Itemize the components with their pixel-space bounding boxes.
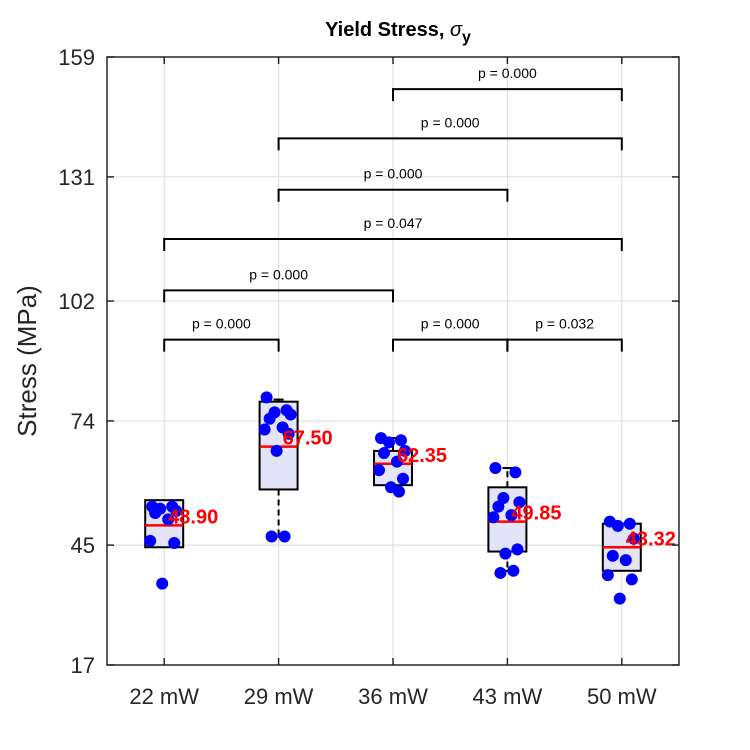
- data-point-36-mw-7: [373, 464, 385, 477]
- median-label-29-mw: 67.50: [283, 428, 333, 450]
- significance-bracket-6: [163, 338, 280, 352]
- data-point-29-mw-5: [263, 412, 276, 425]
- significance-bracket-4: [163, 237, 623, 251]
- p-value-label-3: p = 0.000: [364, 166, 423, 182]
- data-point-50-mw-9: [613, 592, 626, 605]
- data-point-43-mw-10: [507, 564, 520, 577]
- data-point-36-mw-4: [399, 444, 411, 457]
- p-value-label-1: p = 0.000: [478, 65, 537, 81]
- data-point-43-mw-5: [492, 500, 505, 513]
- p-value-label-7: p = 0.000: [421, 316, 480, 332]
- y-tick-label-45: 45: [71, 533, 95, 558]
- data-point-50-mw-8: [625, 573, 638, 586]
- data-point-43-mw-8: [511, 543, 524, 556]
- chart-title: Yield Stress, σy: [325, 19, 471, 46]
- data-point-36-mw-8: [397, 472, 409, 485]
- data-point-43-mw-7: [487, 511, 500, 524]
- x-tick-label-29-mw: 29 mW: [244, 684, 314, 709]
- data-point-36-mw-10: [393, 485, 405, 498]
- data-point-29-mw-9: [270, 444, 283, 457]
- y-tick-label-102: 102: [58, 289, 95, 314]
- y-axis-title: Stress (MPa): [12, 285, 42, 437]
- x-tick-label-22-mw: 22 mW: [129, 684, 199, 709]
- data-point-22-mw-9: [156, 577, 169, 590]
- data-point-22-mw-5: [149, 507, 162, 519]
- p-value-label-4: p = 0.047: [364, 215, 423, 231]
- x-tick-label-43-mw: 43 mW: [473, 684, 543, 709]
- median-labels: 48.90 67.50 62.35 49.85 43.32: [168, 428, 676, 551]
- data-point-50-mw-2: [623, 517, 636, 530]
- data-point-50-mw-3: [611, 519, 624, 532]
- y-tick-label-131: 131: [58, 165, 95, 190]
- data-point-22-mw-4: [170, 504, 183, 517]
- data-point-29-mw-11: [265, 530, 278, 543]
- p-value-label-5: p = 0.000: [249, 266, 308, 282]
- data-point-50-mw-5: [606, 549, 619, 562]
- data-point-29-mw-10: [278, 530, 291, 543]
- data-point-22-mw-7: [144, 534, 157, 547]
- p-value-label-2: p = 0.000: [421, 114, 480, 130]
- data-point-29-mw-7: [258, 423, 271, 436]
- chart-title-symbol: σ: [450, 19, 463, 41]
- significance-bracket-5: [163, 289, 394, 303]
- data-point-43-mw-6: [505, 509, 518, 522]
- data-point-36-mw-5: [378, 447, 390, 460]
- median-label-36-mw: 62.35: [397, 445, 447, 467]
- p-value-label-6: p = 0.000: [192, 316, 251, 332]
- significance-brackets: p = 0.000 p = 0.000 p = 0.000 p = 0.047 p = …: [163, 65, 623, 352]
- significance-bracket-7: [392, 338, 509, 352]
- y-tick-label-159: 159: [58, 45, 95, 70]
- data-point-50-mw-7: [601, 569, 614, 582]
- significance-bracket-1: [392, 88, 623, 102]
- axis-ticks: 17 45 74 102 131 159 22 mW 29 mW 36 mW 43 mW 50 mW: [58, 45, 679, 709]
- x-tick-label-50-mw: 50 mW: [587, 684, 657, 709]
- significance-bracket-3: [277, 188, 509, 202]
- y-tick-label-17: 17: [71, 653, 95, 678]
- data-point-29-mw-8: [282, 427, 295, 440]
- data-point-22-mw-6: [162, 513, 175, 526]
- median-label-22-mw: 48.90: [168, 506, 218, 528]
- data-point-36-mw-3: [383, 436, 395, 449]
- x-tick-label-36-mw: 36 mW: [358, 684, 428, 709]
- data-point-36-mw-2: [395, 434, 407, 447]
- data-point-36-mw-6: [391, 455, 403, 468]
- data-point-50-mw-4: [627, 532, 640, 545]
- data-point-29-mw-4: [284, 408, 297, 421]
- chart-title-text: Yield Stress,: [325, 19, 450, 41]
- grid-lines: [107, 56, 679, 666]
- chart-title-subscript: y: [462, 29, 471, 46]
- p-value-label-8: p = 0.032: [535, 316, 594, 332]
- y-tick-label-74: 74: [71, 409, 95, 434]
- data-point-43-mw-11: [494, 566, 507, 579]
- data-point-22-mw-8: [168, 536, 181, 549]
- median-label-43-mw: 49.85: [511, 503, 561, 525]
- significance-bracket-2: [277, 137, 623, 151]
- data-point-29-mw-1: [260, 391, 273, 404]
- data-point-43-mw-1: [489, 462, 502, 475]
- data-point-43-mw-4: [513, 496, 526, 509]
- significance-bracket-8: [506, 338, 623, 352]
- data-point-50-mw-6: [619, 554, 632, 567]
- data-point-43-mw-2: [509, 466, 522, 479]
- median-label-50-mw: 43.32: [626, 528, 676, 550]
- data-point-43-mw-9: [499, 547, 512, 560]
- data-points: [144, 391, 640, 605]
